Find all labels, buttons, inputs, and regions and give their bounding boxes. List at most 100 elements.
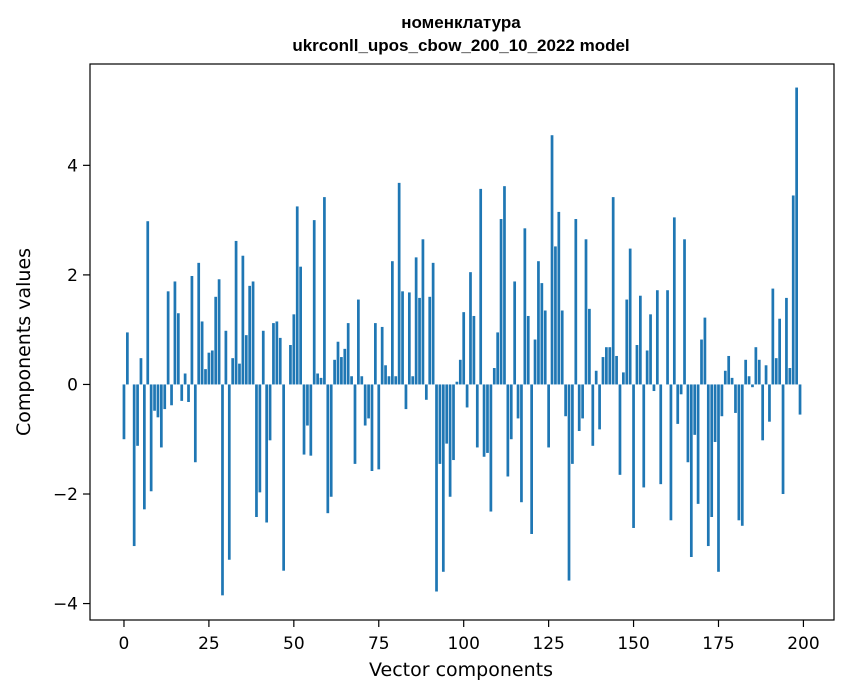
bar — [482, 384, 486, 457]
bar — [465, 384, 469, 408]
bar — [401, 291, 404, 385]
bar — [618, 384, 622, 475]
x-tick-label: 25 — [198, 634, 220, 654]
bar — [435, 384, 438, 592]
bar — [326, 384, 330, 514]
bar — [543, 310, 547, 385]
bar — [234, 240, 238, 385]
bar — [479, 188, 483, 385]
bar — [594, 370, 598, 385]
bar — [550, 135, 554, 385]
bar — [723, 370, 727, 385]
bar — [143, 384, 146, 510]
bar — [176, 313, 180, 385]
bar — [523, 228, 527, 385]
bar — [496, 332, 500, 385]
bar — [740, 384, 744, 526]
bar — [214, 296, 218, 385]
bar — [754, 347, 758, 385]
bar — [170, 384, 173, 406]
bar — [357, 299, 360, 385]
bar — [696, 384, 700, 504]
bar — [669, 384, 673, 521]
bar — [557, 211, 561, 385]
bar — [475, 384, 479, 448]
bar — [210, 350, 214, 385]
bar — [227, 384, 231, 560]
bar — [197, 262, 201, 385]
bar — [404, 384, 408, 410]
bar — [458, 359, 462, 385]
bar — [384, 365, 387, 385]
bar — [686, 384, 690, 463]
bar — [295, 206, 299, 385]
bar — [312, 220, 316, 385]
bar — [771, 288, 775, 385]
bar — [513, 281, 517, 385]
bar — [292, 314, 296, 385]
bar — [639, 295, 642, 385]
bar — [268, 384, 272, 441]
bar — [506, 384, 510, 477]
bar — [166, 291, 170, 385]
bar — [452, 384, 455, 461]
plot-area-frame — [89, 63, 835, 621]
bar — [547, 384, 550, 448]
bar — [180, 384, 184, 401]
bar — [244, 335, 248, 385]
bar — [537, 261, 540, 385]
bar — [374, 323, 377, 385]
bar — [632, 384, 635, 528]
bar — [367, 384, 370, 419]
bar — [139, 358, 143, 385]
bar — [122, 384, 126, 440]
bar — [509, 384, 513, 440]
bar — [778, 318, 781, 385]
bar — [751, 384, 754, 388]
bar — [132, 384, 136, 547]
bar — [207, 352, 211, 385]
bar — [397, 182, 401, 385]
bar — [652, 384, 656, 392]
bar — [734, 384, 737, 413]
bar — [781, 384, 785, 495]
bar — [200, 321, 204, 385]
bar — [540, 283, 544, 385]
chart-title: номенклатура — [401, 13, 521, 32]
bar — [231, 358, 235, 385]
bar — [683, 239, 686, 385]
bar — [370, 384, 374, 471]
bar — [788, 368, 792, 385]
bar — [394, 376, 398, 385]
bar — [642, 384, 646, 488]
bar — [679, 384, 683, 395]
y-tick-label: 0 — [67, 375, 78, 395]
bar — [363, 384, 367, 426]
bar-series — [122, 87, 802, 596]
bar — [183, 373, 187, 385]
bar — [499, 219, 503, 385]
bar — [306, 384, 309, 426]
bar — [489, 384, 493, 512]
bar — [727, 355, 731, 385]
bar — [625, 299, 629, 385]
bar — [564, 384, 567, 417]
x-tick-label: 0 — [119, 634, 130, 654]
bar — [574, 219, 578, 385]
bar — [774, 358, 778, 385]
bar — [761, 384, 765, 441]
bar — [193, 384, 197, 463]
bar — [798, 384, 802, 415]
bar — [710, 384, 714, 518]
bar — [241, 255, 245, 385]
bar — [469, 272, 472, 385]
bar — [676, 384, 680, 424]
bar — [503, 186, 506, 385]
bar — [299, 266, 302, 385]
bar — [516, 384, 520, 419]
bar — [622, 372, 625, 385]
bar — [689, 384, 693, 557]
bar — [601, 357, 605, 385]
bar — [526, 315, 530, 385]
bar — [791, 195, 795, 385]
